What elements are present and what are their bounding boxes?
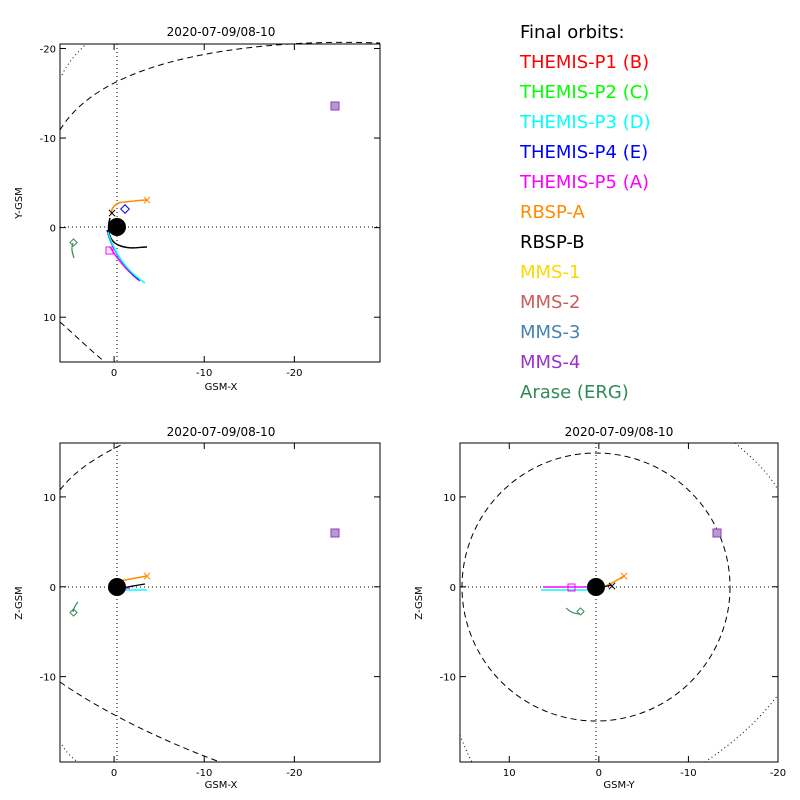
legend-item: RBSP-A — [520, 202, 585, 223]
panel-xy-rbsp-a-marker: × — [142, 193, 152, 207]
panel-yz-ytick-label: 10 — [443, 493, 456, 504]
panel-xy-themis-p5-marker — [105, 246, 114, 255]
panel-yz-xtick-label: -10 — [680, 768, 696, 779]
panel-xy-themis-p3-orbit — [107, 231, 146, 284]
legend-item: THEMIS-P1 (B) — [520, 52, 650, 73]
panel-xy-ytick-label: 10 — [43, 313, 56, 324]
panel-xy-xticks: 0 -10 -20 — [111, 44, 303, 379]
panel-xz-rbsp-a-marker: × — [142, 569, 152, 583]
panel-yz-xlabel: GSM-Y — [603, 780, 635, 791]
panel-xz-mms-marker — [330, 528, 340, 538]
panel-yz-xtick-label: 0 — [596, 768, 602, 779]
panel-xy-xtick-label: -10 — [196, 368, 212, 379]
panel-xy-yticks: 10 0 -10 -20 — [40, 44, 380, 324]
panel-xy-xtick-label: 0 — [111, 368, 117, 379]
panel-xz-xlabel: GSM-X — [205, 780, 238, 791]
legend-item: THEMIS-P5 (A) — [520, 172, 650, 193]
panel-xy-bowshock — [61, 43, 87, 76]
legend-item: Arase (ERG) — [520, 382, 629, 403]
panel-yz-ylabel: Z-GSM — [414, 586, 425, 619]
panel-xy-ytick-label: -20 — [40, 44, 56, 55]
panel-xy-themis-p4-orbit — [106, 229, 140, 281]
panel-xy-arase-orbit — [71, 242, 75, 259]
legend-item: THEMIS-P3 (D) — [520, 112, 651, 133]
panel-xz-ytick-label: 0 — [50, 583, 56, 594]
panel-xz-ytick-label: 10 — [43, 493, 56, 504]
panel-xy-ytick-label: -10 — [40, 134, 56, 145]
panel-yz-themis-p5-marker — [567, 583, 576, 592]
panel-xz-earth — [108, 578, 126, 596]
panel-yz-xtick-label: -20 — [770, 768, 786, 779]
legend-item: THEMIS-P2 (C) — [520, 82, 650, 103]
panel-xy-rbsp-b-marker: × — [107, 206, 117, 220]
legend-title: Final orbits: — [520, 22, 625, 43]
panel-xy-ytick-label: 0 — [50, 224, 56, 235]
panel-yz-earth — [587, 578, 605, 596]
panel-xy: 2020-07-09/08-10 × × 0 -10 -20 10 0 -10 -20 G… — [14, 25, 381, 393]
panel-xz-bowshock — [61, 744, 79, 763]
panel-xy-magnetopause-bottom — [59, 321, 106, 363]
panel-xz-yticks: -10 0 10 — [40, 493, 380, 684]
panel-yz-xticks: 10 0 -10 -20 — [503, 443, 786, 779]
panel-xy-ylabel: Y-GSM — [14, 187, 25, 220]
panel-xz-title: 2020-07-09/08-10 — [167, 425, 276, 439]
panel-xy-themis-p4-marker — [120, 204, 130, 214]
panel-xy-title: 2020-07-09/08-10 — [167, 25, 276, 39]
panel-xz-ylabel: Z-GSM — [14, 586, 25, 619]
panel-xz-xtick-label: 0 — [111, 768, 117, 779]
panel-xz-xtick-label: -20 — [286, 768, 302, 779]
panel-yz-title: 2020-07-09/08-10 — [565, 425, 674, 439]
panel-yz-frame — [459, 442, 779, 763]
panel-xy-arase-marker — [69, 238, 78, 247]
panel-xy-mms-marker — [330, 101, 340, 111]
panel-yz: 2020-07-09/08-10 × × 10 0 -10 -20 -10 0 10 GS… — [414, 425, 786, 791]
panel-xy-magnetopause-top — [59, 41, 381, 131]
legend-items: THEMIS-P1 (B) THEMIS-P2 (C) THEMIS-P3 (D) T… — [520, 48, 651, 408]
panel-xy-xlabel: GSM-X — [205, 382, 238, 393]
panel-yz-rbsp-a-marker: × — [619, 569, 629, 583]
panel-yz-ytick-label: 0 — [450, 583, 456, 594]
panel-xz-magnetopause-bottom — [59, 681, 221, 763]
panel-yz-bowshock-bottom — [704, 694, 779, 763]
panel-xy-xtick-label: -20 — [286, 368, 302, 379]
legend-item: THEMIS-P4 (E) — [520, 142, 649, 163]
panel-yz-mms-marker — [712, 528, 722, 538]
legend-item: MMS-2 — [520, 292, 581, 313]
panel-xz-xticks: 0 -10 -20 — [111, 443, 303, 779]
panel-xz-xtick-label: -10 — [196, 768, 212, 779]
panel-yz-ytick-label: -10 — [440, 673, 456, 684]
panel-yz-bowshock-top — [734, 442, 779, 491]
panel-xy-rbsp-a-orbit — [110, 199, 148, 215]
legend-item: MMS-3 — [520, 322, 581, 343]
panel-yz-yticks: -10 0 10 — [440, 493, 778, 684]
panel-yz-bowshock-left — [459, 734, 473, 763]
panel-xy-frame — [59, 43, 381, 363]
legend-item: RBSP-B — [520, 232, 585, 253]
panel-xz-magnetopause-top — [59, 442, 126, 491]
panel-xz-arase-marker — [69, 608, 78, 617]
panel-yz-arase-marker — [576, 607, 585, 616]
panel-xy-earth — [108, 218, 126, 236]
panel-xz-frame — [59, 442, 381, 763]
legend-item: MMS-4 — [520, 352, 581, 373]
panel-yz-rbsp-b-marker: × — [607, 579, 617, 593]
legend-item: MMS-1 — [520, 262, 581, 283]
panel-yz-xtick-label: 10 — [503, 768, 516, 779]
panel-xz-ytick-label: -10 — [40, 673, 56, 684]
legend: Final orbits: THEMIS-P1 (B) THEMIS-P2 (C)… — [520, 18, 651, 408]
panel-xz-arase-orbit — [72, 601, 79, 613]
